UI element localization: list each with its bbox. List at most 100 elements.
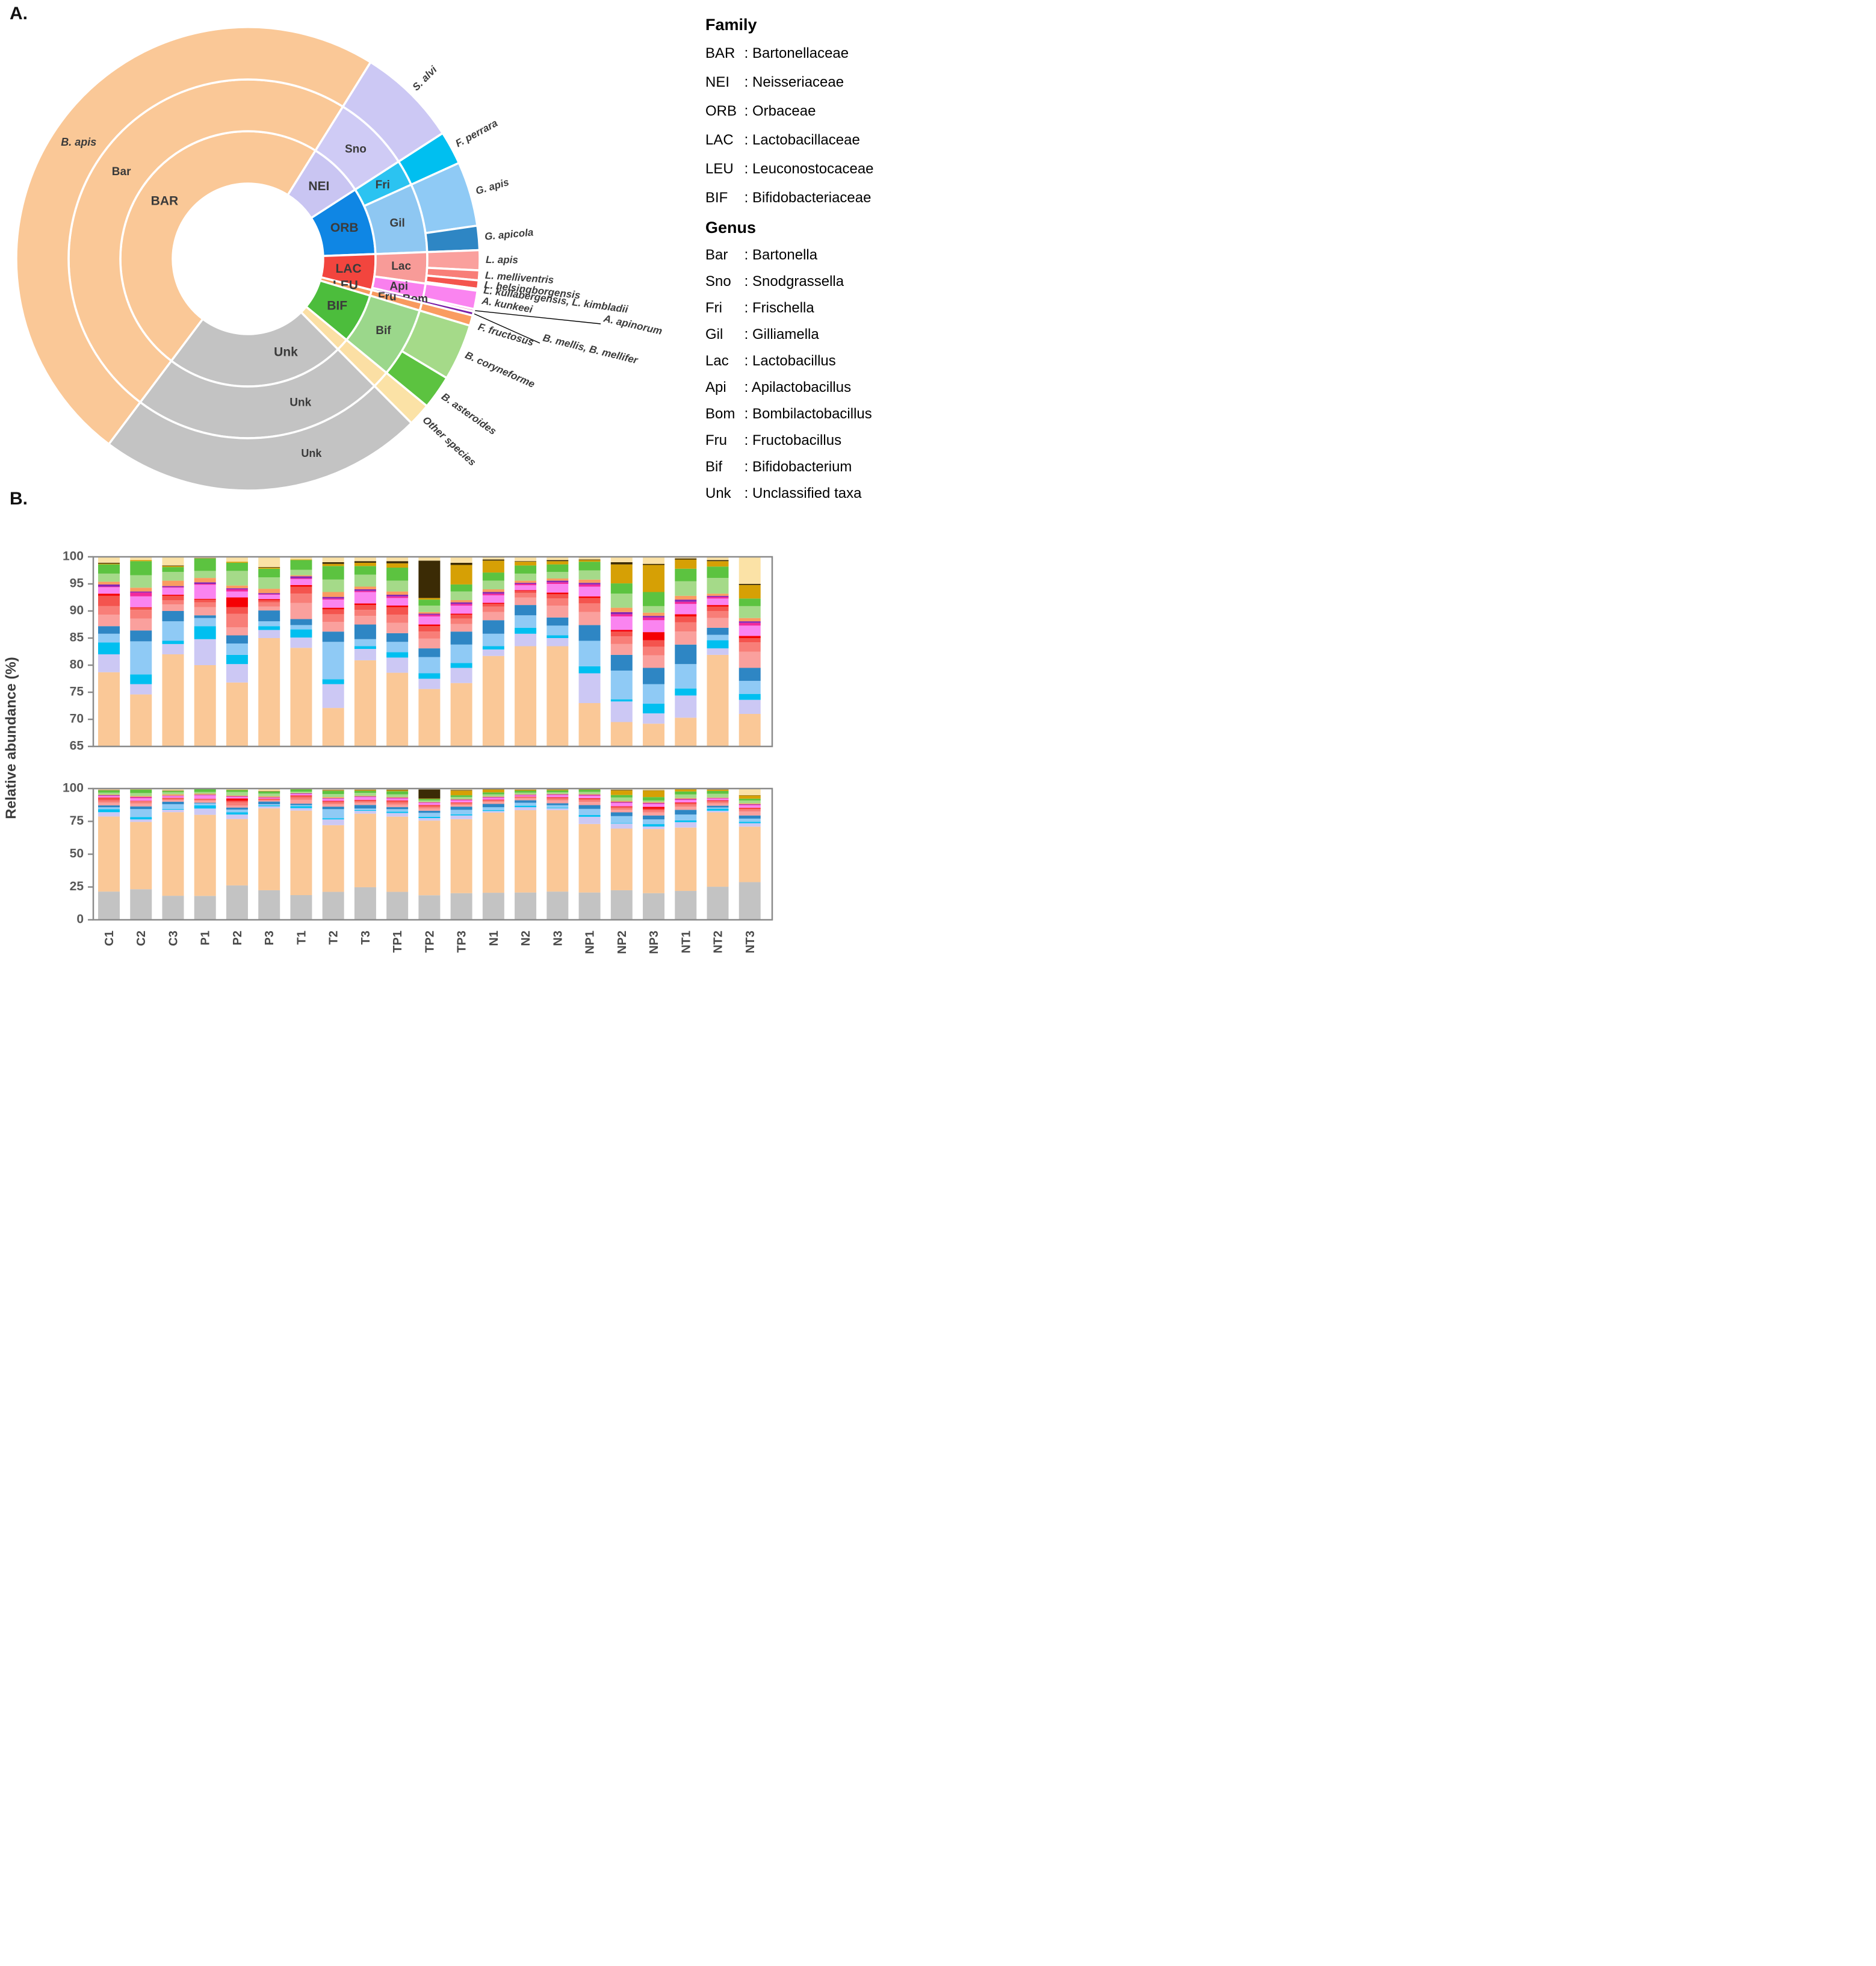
taxa-legend: Family BAR : Bartonellaceae NEI : Neisser… — [705, 10, 936, 507]
sunburst-species-B. apis — [15, 26, 372, 445]
bar-segment-NT3 — [738, 811, 761, 816]
bar-segment-NT3 — [738, 668, 761, 681]
legend-item-family-abbr: LAC — [705, 132, 734, 148]
bar-segment-T2 — [322, 598, 344, 600]
bar-segment-P1 — [194, 571, 216, 578]
figure-root: A. B. apis Bar BAR Sno NEI Fri Gil ORB Lac Api Bom… — [0, 0, 938, 983]
y-tick-label: 50 — [70, 847, 84, 861]
bar-segment-T3 — [354, 808, 376, 810]
bar-segment-NP3 — [643, 724, 665, 746]
bar-segment-NT2 — [707, 812, 729, 887]
bar-segment-T2 — [322, 642, 344, 680]
bar-segment-T2 — [322, 799, 344, 801]
bar-segment-T3 — [354, 592, 376, 604]
legend-item-genus: Gil : Gilliamella — [705, 321, 936, 348]
bar-segment-NP1 — [578, 625, 601, 641]
bar-segment-P2 — [226, 798, 248, 801]
bar-segment-P1 — [194, 665, 216, 746]
bar-segment-TP3 — [450, 893, 472, 920]
bar-segment-C2 — [130, 592, 152, 597]
legend-item-genus-abbr: Bar — [705, 247, 728, 263]
bar-segment-C3 — [162, 587, 184, 588]
bar-segment-N2 — [515, 562, 537, 566]
bar-segment-C1 — [98, 587, 120, 594]
bar-segment-TP2 — [418, 807, 441, 808]
sunburst-outer-label: F. fructosus — [477, 321, 535, 348]
bar-segment-P1 — [194, 802, 216, 804]
bar-segment-NT3 — [738, 693, 761, 700]
legend-item-genus-name: Snodgrassella — [752, 273, 844, 290]
bar-segment-NP3 — [643, 563, 665, 565]
bar-segment-N1 — [482, 646, 504, 650]
bar-segment-C2 — [130, 796, 152, 797]
bar-segment-NT1 — [675, 802, 697, 803]
bar-segment-NT3 — [738, 606, 761, 618]
bar-segment-TP3 — [450, 557, 472, 563]
sunburst-family-label: ORB — [330, 221, 359, 235]
bar-segment-N1 — [482, 812, 504, 893]
bar-segment-N1 — [482, 804, 504, 807]
bar-segment-C3 — [162, 565, 184, 566]
bar-segment-C1 — [98, 805, 120, 807]
bar-segment-P2 — [226, 809, 248, 813]
bar-segment-T3 — [354, 790, 376, 793]
bar-segment-P3 — [258, 594, 280, 595]
bar-segment-NP3 — [643, 815, 665, 820]
bar-segment-NP3 — [643, 592, 665, 606]
bar-segment-NT2 — [707, 611, 729, 618]
bar-segment-NP2 — [610, 671, 633, 699]
bar-segment-TP2 — [418, 799, 441, 801]
bar-segment-C3 — [162, 801, 184, 804]
bar-segment-P1 — [194, 793, 216, 795]
bar-segment-NT3 — [738, 651, 761, 668]
bar-segment-TP1 — [386, 807, 409, 810]
bar-segment-C1 — [98, 792, 120, 795]
x-category-label: NP1 — [584, 931, 597, 954]
bar-segment-T1 — [290, 569, 312, 575]
bar-segment-NP2 — [610, 722, 633, 746]
bar-segment-N1 — [482, 796, 504, 798]
bar-segment-T2 — [322, 809, 344, 819]
bar-segment-NT2 — [707, 605, 729, 607]
bar-segment-NP3 — [643, 790, 665, 798]
bar-segment-NP3 — [643, 668, 665, 684]
bar-segment-P2 — [226, 571, 248, 586]
bar-segment-NT2 — [707, 578, 729, 594]
bar-segment-T1 — [290, 792, 312, 793]
bar-segment-N2 — [515, 615, 537, 628]
bar-segment-NP2 — [610, 795, 633, 798]
bar-segment-TP1 — [386, 804, 409, 807]
bar-segment-NP1 — [578, 795, 601, 796]
bar-segment-NP2 — [610, 802, 633, 803]
y-tick-label: 85 — [70, 631, 84, 645]
bar-segment-NP2 — [610, 807, 633, 808]
bar-segment-NP1 — [578, 815, 601, 817]
x-category-label: P2 — [231, 931, 244, 945]
bar-segment-C3 — [162, 796, 184, 798]
bar-segment-NP2 — [610, 890, 633, 920]
bar-segment-NT1 — [675, 814, 697, 820]
x-category-label: N1 — [488, 931, 501, 946]
bar-segment-TP3 — [450, 631, 472, 645]
bar-segment-NP1 — [578, 703, 601, 746]
bar-segment-N1 — [482, 801, 504, 802]
x-category-label: TP1 — [391, 931, 404, 953]
legend-item-family: BIF : Bifidobacteriaceae — [705, 184, 936, 212]
bar-segment-NT1 — [675, 794, 697, 798]
callout-leader-line — [474, 313, 540, 344]
bar-segment-T2 — [322, 794, 344, 798]
sunburst-outer-label: G. apis — [474, 176, 510, 197]
bar-segment-N3 — [546, 892, 569, 920]
bar-segment-NP3 — [643, 826, 665, 830]
bar-segment-TP3 — [450, 663, 472, 668]
bar-segment-NP3 — [643, 810, 665, 813]
bar-segment-C2 — [130, 607, 152, 608]
bar-segment-T2 — [322, 563, 344, 566]
bar-segment-T2 — [322, 607, 344, 610]
sunburst-genus-label: Unk — [289, 397, 311, 409]
bar-segment-T1 — [290, 578, 312, 579]
bar-segment-TP1 — [386, 568, 409, 581]
bar-segment-NT1 — [675, 581, 697, 596]
bar-segment-T3 — [354, 605, 376, 610]
